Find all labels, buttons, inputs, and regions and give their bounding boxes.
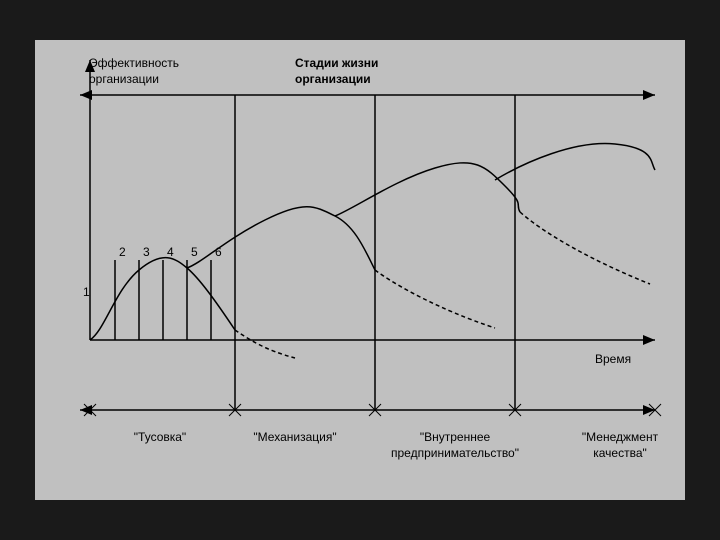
marker-3: 3	[143, 245, 150, 261]
marker-5: 5	[191, 245, 198, 261]
stage-label-3: "Внутреннее предпринимательство"	[365, 430, 545, 461]
stage-label-2: "Механизация"	[235, 430, 355, 446]
stage-label-1: "Тусовка"	[110, 430, 210, 446]
marker-4: 4	[167, 245, 174, 261]
diagram-title: Стадии жизни организации	[295, 56, 445, 87]
marker-2: 2	[119, 245, 126, 261]
marker-6: 6	[215, 245, 222, 261]
lifecycle-diagram: Эффективность организации Стадии жизни ор…	[35, 40, 685, 500]
y-axis-label: Эффективность организации	[89, 56, 209, 87]
stage-label-4: "Менеджмент качества"	[565, 430, 675, 461]
x-axis-label: Время	[595, 352, 665, 368]
marker-1: 1	[83, 285, 90, 301]
